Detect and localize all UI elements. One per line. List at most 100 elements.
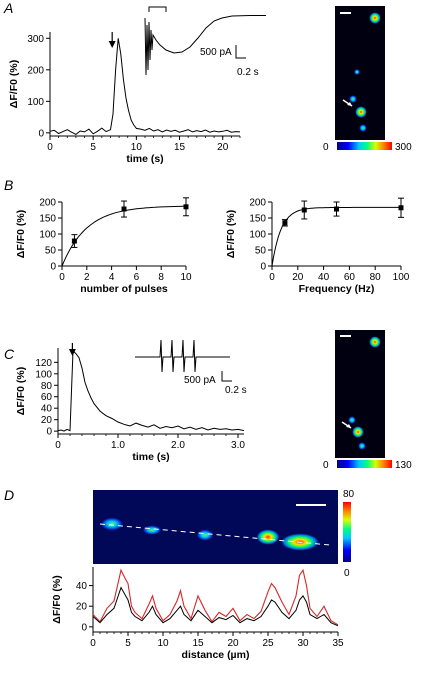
- data-point: [334, 206, 339, 212]
- data-point: [121, 206, 127, 212]
- y-tick-label: 0: [46, 427, 52, 438]
- x-tick-label: 5: [125, 638, 131, 649]
- colorbar-d-max: 80: [343, 489, 355, 500]
- data-point: [71, 238, 77, 244]
- colorbar-c: 0 130: [323, 460, 412, 471]
- colorbar-a-min: 0: [323, 142, 329, 153]
- inset-time-label-a: 0.2 s: [237, 67, 259, 78]
- y-tick-label: 0: [260, 262, 266, 273]
- fluorescence-image-d: [93, 490, 338, 564]
- inset-current-label-c: 500 pA: [184, 375, 216, 386]
- y-tick-label: 200: [39, 198, 56, 209]
- y-tick-label: 40: [41, 404, 53, 415]
- trace-line: [57, 349, 245, 432]
- panel-label-a: A: [3, 0, 13, 16]
- colorbar-d-min: 0: [344, 568, 350, 579]
- y-tick-label: 100: [35, 369, 52, 380]
- y-tick-label: 150: [39, 214, 56, 225]
- inset-trace-c: [135, 339, 230, 373]
- stimulus-arrowhead: [68, 349, 76, 356]
- y-tick-label: 0: [38, 128, 44, 139]
- x-tick-label: 20: [217, 142, 229, 153]
- y-tick-label: 20: [41, 415, 53, 426]
- y-axis-label: ΔF/F0 (%): [51, 575, 63, 623]
- y-tick-label: 120: [35, 358, 52, 369]
- fluorescence-image-a: [335, 6, 385, 140]
- data-point: [398, 205, 404, 211]
- data-point: [301, 207, 307, 213]
- inset-bracket-a: [148, 6, 167, 12]
- x-tick-label: 10: [131, 142, 143, 153]
- y-tick-label: 0: [50, 262, 56, 273]
- inset-current-trace-a: 500 pA 0.2 s: [144, 6, 266, 78]
- x-axis-label: distance (µm): [182, 649, 250, 661]
- y-tick-label: 200: [27, 65, 44, 76]
- inset-current-trace-c: 500 pA 0.2 s: [135, 339, 247, 396]
- x-tick-label: 35: [332, 638, 344, 649]
- inset-trace-a: [144, 15, 266, 76]
- x-tick-label: 8: [158, 272, 164, 283]
- x-tick-label: 10: [180, 272, 192, 283]
- series-line: [92, 586, 339, 627]
- x-tick-label: 20: [227, 638, 239, 649]
- x-tick-label: 80: [370, 272, 382, 283]
- x-axis-label: Frequency (Hz): [299, 283, 375, 295]
- x-tick-label: 5: [90, 142, 96, 153]
- x-tick-label: 6: [134, 272, 140, 283]
- x-tick-label: 2.0: [171, 440, 185, 451]
- x-tick-label: 0: [269, 272, 275, 283]
- x-tick-label: 20: [292, 272, 304, 283]
- inset-time-label-c: 0.2 s: [225, 385, 247, 396]
- y-tick-label: 100: [27, 97, 44, 108]
- x-tick-label: 0: [47, 142, 53, 153]
- y-tick-label: 300: [27, 34, 44, 45]
- inset-scalebar-a: [235, 45, 246, 59]
- panel-label-c: C: [4, 346, 15, 362]
- x-tick-label: 40: [318, 272, 330, 283]
- trace-line: [49, 38, 241, 135]
- x-axis-label: number of pulses: [80, 283, 168, 295]
- x-tick-label: 60: [344, 272, 356, 283]
- inset-scalebar-c: [221, 371, 232, 382]
- y-tick-label: 100: [249, 230, 266, 241]
- x-tick-label: 25: [262, 638, 274, 649]
- y-tick-label: 80: [41, 381, 53, 392]
- y-tick-label: 200: [249, 198, 266, 209]
- fluorescence-image-c: [335, 330, 385, 458]
- x-axis-label: time (s): [126, 153, 163, 165]
- series-line: [92, 568, 339, 626]
- x-tick-label: 1.0: [111, 440, 125, 451]
- y-axis-label: ΔF/F0 (%): [15, 367, 27, 415]
- y-axis-label: ΔF/F0 (%): [8, 60, 20, 108]
- y-tick-label: 0: [81, 622, 87, 633]
- y-tick-label: 100: [39, 230, 56, 241]
- colorbar-d: 80 0: [343, 489, 355, 579]
- colorbar-c-min: 0: [323, 460, 329, 471]
- chart-panel-b-frequency: 0 20 40 60 80 100 0 50 100 150 200 Frequency (Hz) ΔF…: [225, 198, 410, 296]
- x-tick-label: 4: [109, 272, 115, 283]
- colorbar-a: 0 300: [323, 142, 412, 153]
- y-tick-label: 60: [41, 392, 53, 403]
- inset-current-label-a: 500 pA: [200, 47, 232, 58]
- x-tick-label: 2: [84, 272, 90, 283]
- x-tick-label: 10: [157, 638, 169, 649]
- y-tick-label: 20: [76, 602, 88, 613]
- x-tick-label: 30: [297, 638, 309, 649]
- panel-label-b: B: [4, 177, 13, 193]
- x-tick-label: 3.0: [231, 440, 245, 451]
- x-tick-label: 15: [174, 142, 186, 153]
- y-axis-label: ΔF/F0 (%): [225, 210, 237, 258]
- chart-panel-d: 0 5 10 15 20 25 30 35 0 20 40 distance (µm) ΔF/F0 (%…: [51, 567, 344, 661]
- colorbar-a-max: 300: [395, 142, 412, 153]
- x-tick-label: 100: [393, 272, 410, 283]
- x-tick-label: 0: [59, 272, 65, 283]
- x-tick-label: 0: [55, 440, 61, 451]
- x-tick-label: 15: [192, 638, 204, 649]
- y-tick-label: 40: [76, 581, 88, 592]
- stimulus-arrowhead: [108, 41, 116, 48]
- y-tick-label: 50: [255, 246, 267, 257]
- y-axis-label: ΔF/F0 (%): [15, 210, 27, 258]
